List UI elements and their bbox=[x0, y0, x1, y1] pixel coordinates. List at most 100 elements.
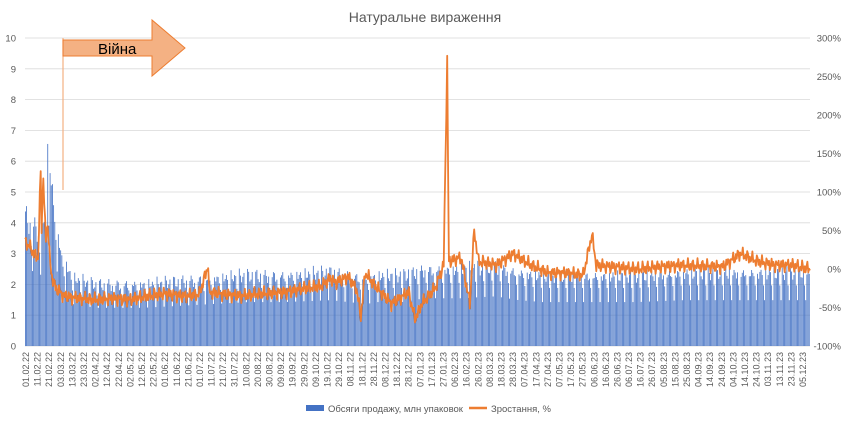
bar bbox=[507, 283, 509, 346]
bar bbox=[456, 266, 458, 346]
bar bbox=[562, 281, 563, 346]
bar bbox=[399, 271, 401, 346]
bar bbox=[540, 287, 542, 346]
bar bbox=[64, 294, 66, 346]
chart-title: Натуральне вираження bbox=[349, 9, 501, 25]
bar bbox=[345, 276, 347, 346]
bar bbox=[790, 268, 791, 346]
bar bbox=[322, 270, 324, 346]
bar bbox=[692, 278, 694, 346]
bar bbox=[398, 276, 400, 346]
bar bbox=[410, 300, 412, 346]
x-tick-label: 14.09.23 bbox=[705, 352, 715, 387]
bar bbox=[686, 269, 688, 346]
bar bbox=[375, 280, 377, 346]
bar bbox=[113, 295, 114, 346]
bar bbox=[646, 270, 648, 346]
bar bbox=[94, 287, 96, 346]
bar bbox=[457, 271, 459, 346]
bar bbox=[527, 279, 529, 346]
bar bbox=[609, 273, 610, 346]
bar bbox=[298, 274, 300, 346]
bar bbox=[549, 287, 550, 346]
bar bbox=[66, 261, 67, 346]
bar bbox=[416, 269, 418, 346]
bar bbox=[62, 266, 64, 346]
x-tick-label: 05.08.23 bbox=[659, 352, 669, 387]
bar bbox=[110, 291, 112, 346]
bar bbox=[612, 272, 614, 346]
bar bbox=[207, 279, 208, 346]
bar bbox=[138, 307, 140, 346]
bar bbox=[372, 276, 374, 346]
bar bbox=[806, 274, 808, 346]
bar bbox=[755, 300, 757, 346]
bar bbox=[319, 300, 321, 346]
bar bbox=[150, 286, 152, 346]
bar bbox=[460, 263, 462, 346]
bar bbox=[744, 276, 746, 346]
bar bbox=[730, 285, 731, 346]
bar bbox=[550, 302, 552, 346]
x-tick-label: 17.04.23 bbox=[531, 352, 541, 387]
x-tick-label: 13.11.23 bbox=[775, 352, 785, 386]
bar bbox=[233, 281, 234, 346]
bar bbox=[229, 303, 231, 346]
bar bbox=[384, 287, 386, 346]
bar bbox=[325, 268, 327, 346]
bar bbox=[130, 307, 132, 346]
bar bbox=[41, 233, 43, 346]
x-tick-label: 30.08.22 bbox=[265, 352, 275, 387]
bar bbox=[195, 291, 197, 346]
bar bbox=[240, 275, 241, 346]
bar bbox=[336, 300, 338, 346]
bar bbox=[187, 292, 188, 346]
bar bbox=[79, 280, 80, 346]
bar bbox=[196, 304, 198, 346]
x-tick-label: 12.04.22 bbox=[102, 352, 112, 387]
bar bbox=[140, 282, 141, 346]
bar bbox=[171, 306, 173, 346]
bar bbox=[36, 241, 38, 346]
bar bbox=[552, 275, 554, 346]
bar bbox=[215, 281, 217, 346]
bar bbox=[805, 300, 807, 346]
bar bbox=[129, 295, 131, 346]
bar bbox=[91, 280, 93, 346]
bar bbox=[361, 303, 362, 346]
bar bbox=[278, 302, 280, 346]
bar bbox=[687, 274, 689, 346]
legend-label-growth: Зростання, % bbox=[491, 404, 551, 415]
bar bbox=[746, 285, 748, 346]
bar bbox=[569, 271, 570, 346]
bar bbox=[685, 273, 687, 346]
bar bbox=[371, 281, 373, 346]
bar bbox=[727, 278, 729, 346]
bar bbox=[718, 278, 720, 346]
x-tick-label: 20.08.22 bbox=[253, 352, 263, 387]
bar bbox=[248, 271, 250, 346]
bar bbox=[107, 283, 109, 346]
bar bbox=[30, 245, 32, 346]
bar bbox=[439, 272, 441, 346]
bar bbox=[774, 277, 776, 346]
bar bbox=[302, 286, 304, 346]
bar bbox=[777, 269, 778, 346]
bar bbox=[133, 286, 134, 346]
bar bbox=[788, 300, 790, 346]
bar bbox=[678, 272, 680, 346]
bar bbox=[705, 285, 707, 346]
bar bbox=[485, 262, 487, 346]
bar bbox=[315, 279, 317, 346]
bar bbox=[310, 286, 312, 346]
bar bbox=[784, 280, 785, 346]
bar bbox=[135, 285, 137, 346]
bar bbox=[59, 247, 60, 346]
bar bbox=[661, 279, 663, 346]
legend-swatch-volume bbox=[306, 405, 324, 411]
bar bbox=[751, 270, 753, 346]
bar bbox=[316, 272, 318, 346]
bar bbox=[268, 276, 270, 346]
bar bbox=[383, 276, 385, 346]
bar bbox=[632, 302, 634, 346]
